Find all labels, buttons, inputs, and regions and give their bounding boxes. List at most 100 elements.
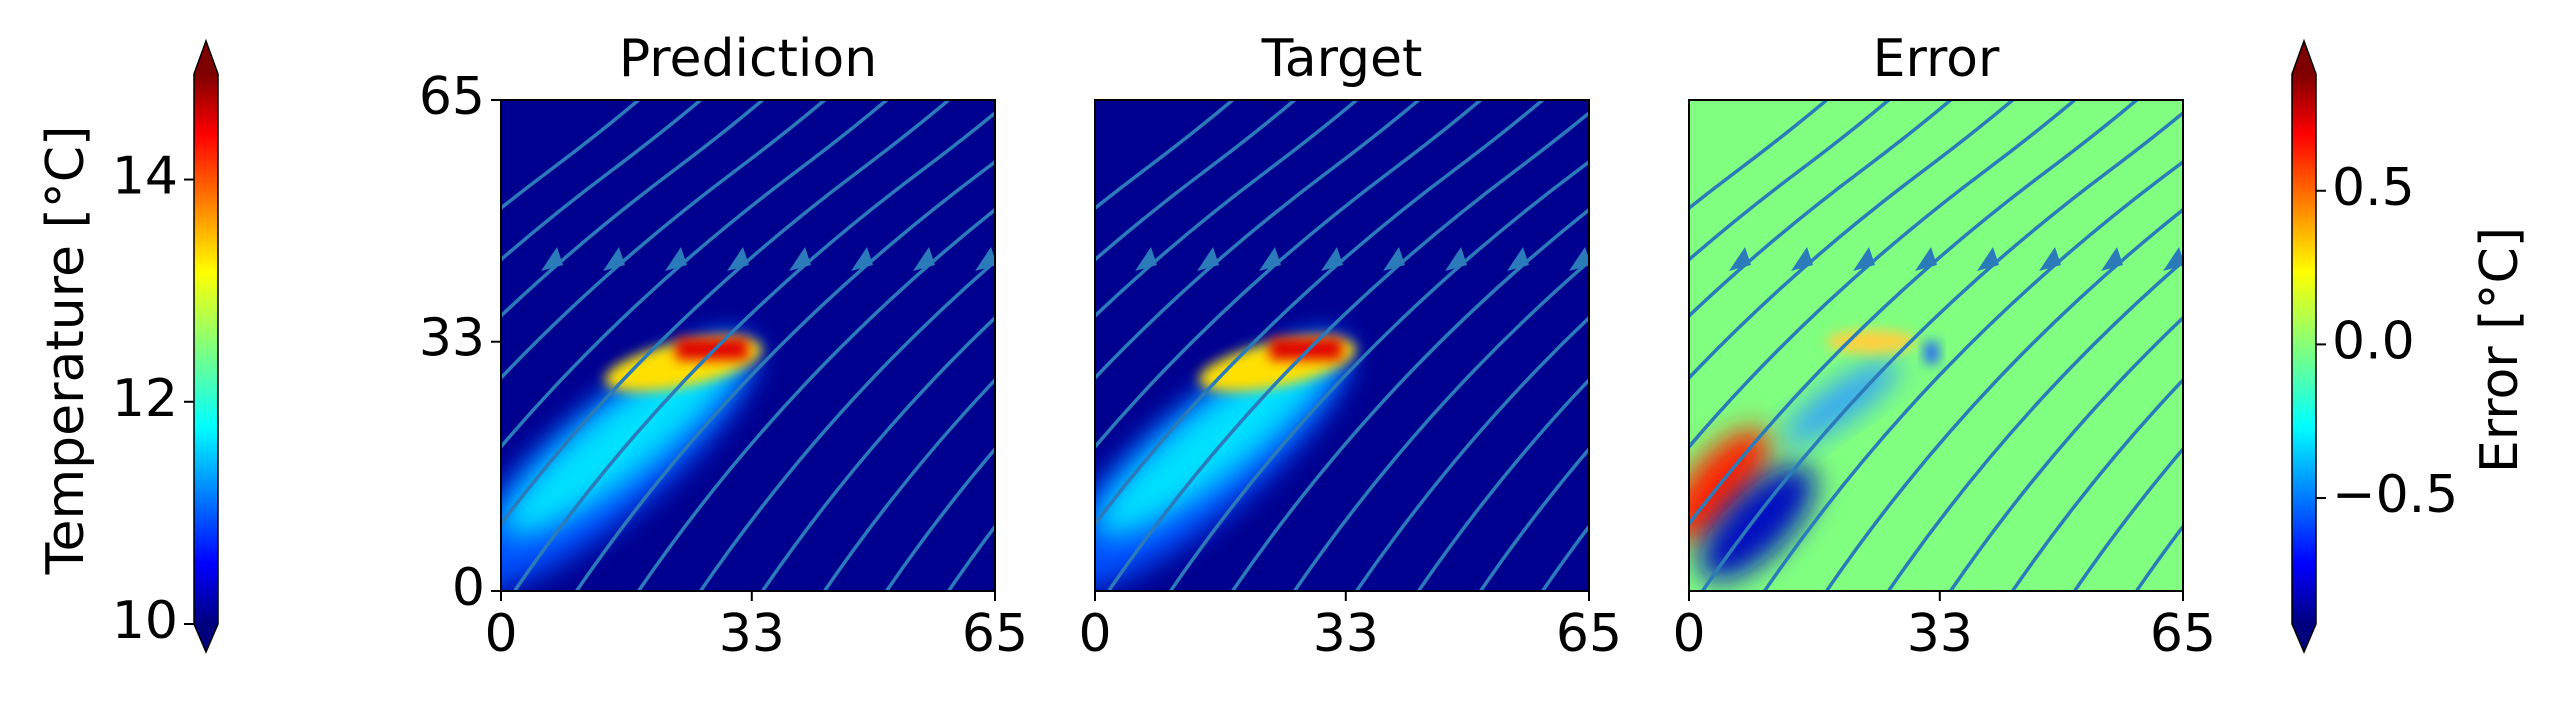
heatmap [1011,100,1589,591]
streamline [822,377,995,591]
heatmap [1605,100,2433,591]
colorbar-tick-label: 10 [112,591,178,651]
x-tick-label: 0 [1672,604,1705,664]
streamline-arrow [1853,247,1875,271]
streamline-arrow [2411,247,2433,271]
axes-frame [1094,99,1590,592]
field-blob [1096,343,1337,537]
streamline-arrow [727,247,749,271]
streamline-arrow [2163,247,2183,271]
colorbar-tick-label: 12 [112,369,178,429]
streamline [512,110,995,591]
streamline-arrow [1507,247,1529,271]
x-tick-label: 0 [484,604,517,664]
streamline-arrow [541,247,563,271]
streamline [1106,110,1589,591]
streamline [1095,100,1360,319]
y-tick-label: 33 [419,309,485,369]
colorbar-extend-top [194,41,218,74]
streamline-arrow [1011,247,1033,271]
streamline [501,100,704,262]
streamline-arrow [1445,247,1467,271]
streamline-arrow [1667,247,1689,271]
colorbar-tick-label: −0.5 [2332,465,2458,525]
colorbar-tick-label: 14 [112,147,178,207]
streamline-arrow [1915,247,1937,271]
x-tick-label: 65 [962,604,1028,664]
field-blob [502,343,743,537]
streamline-arrow [417,247,439,271]
streamline [1095,100,1236,211]
field-cold [1924,341,1939,364]
streamline [1824,207,2183,591]
streamline [1095,100,1298,262]
streamline-arrow [1037,247,1059,271]
streamline [636,207,995,591]
field-hot [675,337,748,360]
streamline [1230,207,1589,591]
streamline [1478,446,1589,591]
streamline-arrow [1197,247,1219,271]
heatmap [417,100,1059,591]
streamline [1700,110,2183,591]
streamline-arrow [1977,247,1999,271]
streamline [1095,100,1546,527]
streamline-arrow [1135,247,1157,271]
streamline-arrow [1791,247,1813,271]
streamline [1689,100,2016,381]
streamline-arrow [1259,247,1281,271]
colorbar-extend-top [2292,41,2316,74]
streamline [1689,100,1830,211]
panel-title: Prediction [619,29,877,89]
streamline-arrow [2349,247,2371,271]
axes-frame [500,99,996,592]
streamline [1689,100,1892,262]
streamline [501,100,766,319]
x-tick-label: 0 [1078,604,1111,664]
streamline [1095,100,1422,381]
streamline-arrow [1729,247,1751,271]
panel-title: Error [1873,29,2000,89]
streamline [1689,100,2078,450]
streamline [501,100,952,527]
colorbar [2292,74,2316,624]
field-hot [1269,337,1342,360]
axes-frame [1688,99,2184,592]
y-tick-label: 0 [452,558,485,618]
streamline-arrow [1605,247,1627,271]
colorbar-label: Error [°C] [2470,227,2530,473]
streamline [884,446,995,591]
x-tick-label: 65 [1556,604,1622,664]
streamline-arrow [2101,247,2123,271]
streamline [2010,377,2183,591]
streamline-arrow [975,247,995,271]
streamline [698,259,995,591]
streamline [760,315,995,591]
streamline [1689,100,2140,527]
streamline [574,159,995,591]
x-tick-label: 33 [1313,604,1379,664]
field-blob [1826,329,1917,354]
streamline-arrow [913,247,935,271]
streamline [1416,377,1589,591]
streamline [1354,315,1589,591]
colorbar-extend-bottom [194,624,218,652]
streamline-arrow [2039,247,2061,271]
streamline [1095,100,1484,450]
streamline-arrow [1383,247,1405,271]
streamline-arrow [851,247,873,271]
streamline [1689,100,1954,319]
streamline-arrow [1321,247,1343,271]
colorbar-tick-label: 0.0 [2332,311,2415,371]
x-tick-label: 33 [719,604,785,664]
streamline [501,100,890,450]
streamline [1762,159,2183,591]
streamline [2072,446,2183,591]
streamline-arrow [1569,247,1589,271]
colorbar-outline [2291,38,2317,654]
streamline-arrow [1073,247,1095,271]
streamline-arrow [479,247,501,271]
streamline [1292,259,1589,591]
